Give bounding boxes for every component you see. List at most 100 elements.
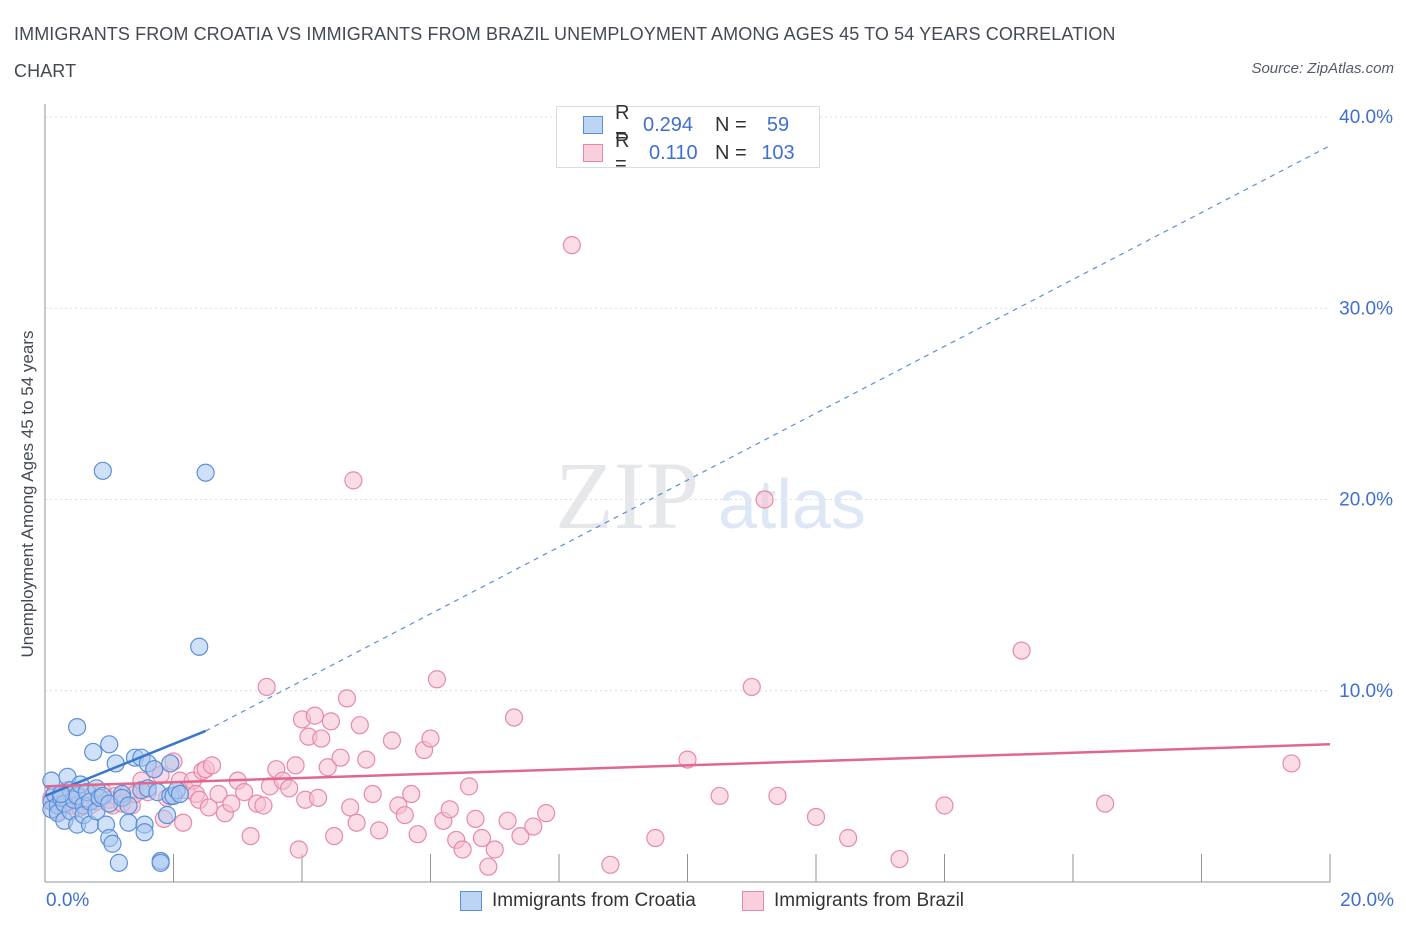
trend-lines bbox=[44, 145, 1331, 798]
brazil-point bbox=[710, 786, 729, 806]
brazil-point bbox=[363, 784, 382, 804]
brazil-point bbox=[257, 677, 276, 697]
series-croatia-points bbox=[42, 461, 215, 872]
brazil-point bbox=[1282, 754, 1301, 773]
croatia-point bbox=[170, 784, 190, 804]
brazil-point bbox=[1012, 641, 1031, 660]
brazil-point bbox=[241, 826, 260, 846]
brazil-point bbox=[350, 716, 369, 735]
chart-title: IMMIGRANTS FROM CROATIA VS IMMIGRANTS FR… bbox=[14, 24, 1116, 81]
legend-row-croatia: R = 0.294 N = 59 bbox=[583, 102, 803, 147]
brazil-point bbox=[935, 796, 954, 815]
series-legend-label-croatia: Immigrants from Croatia bbox=[492, 890, 696, 911]
brazil-point bbox=[421, 729, 440, 748]
brazil-point bbox=[344, 471, 363, 490]
brazil-point bbox=[341, 798, 360, 817]
brazil-point bbox=[347, 813, 366, 832]
brazil-point bbox=[235, 783, 254, 802]
brazil-point bbox=[222, 794, 241, 813]
brazil-point bbox=[209, 784, 228, 804]
brazil-point bbox=[280, 779, 299, 798]
brazil-point bbox=[321, 712, 341, 731]
brazil-point bbox=[466, 809, 485, 828]
legend-swatch-brazil bbox=[583, 144, 603, 162]
brazil-point bbox=[459, 777, 479, 796]
legend-n-value-croatia: 59 bbox=[766, 113, 790, 136]
brazil-point bbox=[382, 731, 402, 750]
croatia-point bbox=[135, 823, 154, 842]
brazil-point bbox=[485, 840, 504, 859]
brazil-point bbox=[370, 821, 389, 840]
y-tick-label: 10.0% bbox=[1339, 681, 1393, 702]
y-tick-label: 30.0% bbox=[1339, 298, 1393, 319]
legend-r-label: R = bbox=[615, 102, 630, 147]
brazil-point bbox=[537, 804, 556, 823]
brazil-point bbox=[562, 236, 581, 255]
brazil-point bbox=[453, 840, 472, 859]
legend-row-brazil: R = 0.110 N = 103 bbox=[583, 130, 803, 175]
brazil-point bbox=[408, 825, 427, 844]
brazil-point bbox=[678, 750, 697, 769]
x-tick-label-min: 0.0% bbox=[46, 890, 90, 911]
brazil-point bbox=[742, 677, 761, 697]
brazil-point bbox=[312, 729, 331, 748]
y-tick-labels: 10.0% 20.0% 30.0% 40.0% bbox=[1339, 107, 1393, 702]
brazil-point bbox=[305, 706, 324, 725]
brazil-point bbox=[331, 748, 350, 767]
legend-swatch-croatia bbox=[583, 116, 603, 134]
y-tick-label: 20.0% bbox=[1339, 490, 1393, 511]
brazil-point bbox=[839, 828, 858, 848]
x-tick-label-max: 20.0% bbox=[1340, 890, 1394, 911]
watermark-zip: ZIP bbox=[555, 442, 699, 549]
source-label: Source: ZipAtlas.com bbox=[1251, 60, 1394, 77]
brazil-point bbox=[286, 756, 305, 775]
series-legend-swatch-brazil bbox=[742, 891, 764, 911]
series-legend-swatch-croatia bbox=[460, 891, 482, 911]
brazil-point bbox=[199, 798, 218, 817]
brazil-point bbox=[357, 750, 376, 769]
croatia-point bbox=[157, 805, 177, 825]
legend-r-value-brazil: 0.110 bbox=[649, 141, 698, 164]
brazil-point bbox=[472, 828, 491, 848]
croatia-point bbox=[196, 463, 215, 482]
brazil-point bbox=[308, 788, 328, 807]
brazil-point bbox=[755, 490, 774, 509]
brazil-point bbox=[806, 807, 826, 827]
brazil-point bbox=[768, 786, 787, 806]
brazil-point bbox=[254, 796, 273, 815]
brazil-point bbox=[325, 826, 344, 846]
brazil-point bbox=[601, 855, 620, 874]
brazil-point bbox=[174, 813, 193, 832]
axes bbox=[44, 104, 1331, 883]
series-legend-croatia: Immigrants from Croatia bbox=[460, 890, 696, 912]
croatia-point bbox=[119, 813, 138, 832]
watermark: ZIP atlas bbox=[555, 442, 866, 549]
brazil-trend-line bbox=[44, 743, 1331, 788]
legend-r-value-croatia: 0.294 bbox=[643, 113, 694, 136]
y-tick-label: 40.0% bbox=[1339, 107, 1393, 128]
watermark-atlas: atlas bbox=[718, 465, 866, 543]
brazil-point bbox=[402, 784, 421, 804]
legend-n-label: N = bbox=[715, 113, 747, 136]
croatia-point bbox=[151, 853, 170, 872]
brazil-point bbox=[524, 817, 543, 836]
croatia-trend-extension bbox=[205, 145, 1331, 732]
brazil-point bbox=[318, 758, 337, 777]
legend-r-label: R = bbox=[615, 130, 630, 175]
brazil-point bbox=[289, 840, 308, 859]
brazil-point bbox=[1096, 794, 1115, 813]
brazil-point bbox=[202, 756, 222, 775]
croatia-point bbox=[93, 461, 112, 480]
croatia-point bbox=[161, 754, 180, 773]
croatia-point bbox=[190, 637, 209, 656]
croatia-point bbox=[109, 853, 128, 872]
brazil-point bbox=[337, 689, 357, 708]
brazil-point bbox=[479, 857, 498, 876]
brazil-point bbox=[504, 708, 524, 727]
brazil-point bbox=[890, 849, 909, 869]
x-axis-ticks bbox=[44, 854, 1331, 882]
series-legend-label-brazil: Immigrants from Brazil bbox=[774, 890, 965, 911]
grid-lines bbox=[45, 116, 1330, 692]
brazil-point bbox=[395, 805, 414, 825]
